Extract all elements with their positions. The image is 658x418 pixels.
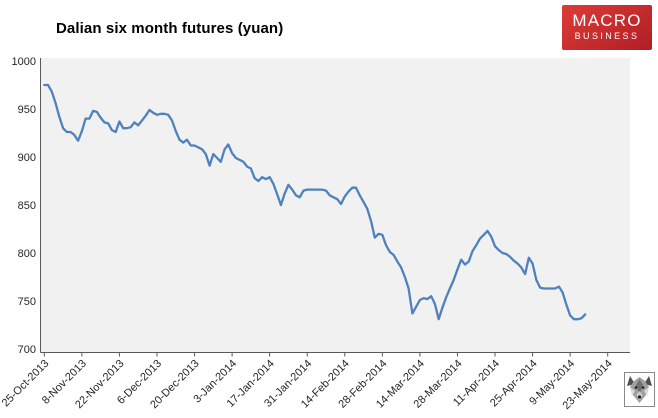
y-axis-label: 1000 (12, 56, 36, 68)
plot-area (41, 58, 630, 353)
y-axis-label: 900 (18, 152, 36, 164)
chart-title: Dalian six month futures (yuan) (56, 20, 284, 37)
logo-text-business: BUSINESS (574, 31, 640, 41)
macrobusiness-logo: MACRO BUSINESS (562, 5, 652, 50)
logo-text-macro: MACRO (572, 11, 642, 30)
series-line (43, 83, 587, 321)
y-axis-label: 850 (18, 200, 36, 212)
axes (40, 58, 630, 353)
y-axis-label: 750 (18, 296, 36, 308)
y-axis-label: 800 (18, 248, 36, 260)
y-axis-label: 950 (18, 104, 36, 116)
wolf-badge-icon (624, 372, 655, 407)
y-axis-label: 700 (18, 344, 36, 356)
